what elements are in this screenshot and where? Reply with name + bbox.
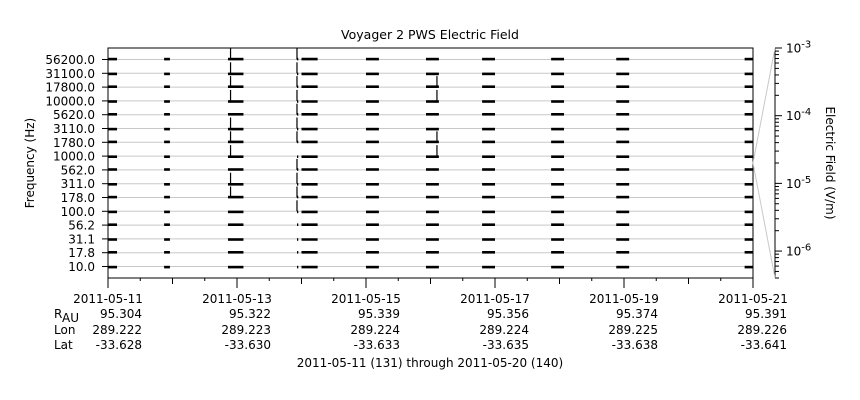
ephemeris-value: -33.633 (354, 338, 400, 352)
y-tick-label: 17.8 (68, 246, 95, 260)
x-tick-label: 2011-05-21 (718, 292, 788, 306)
y-axis-label: Frequency (Hz) (23, 118, 37, 209)
ephemeris-value: -33.630 (225, 338, 271, 352)
y-tick-label: 100.0 (61, 205, 95, 219)
y-tick-label: 562.0 (61, 163, 95, 177)
y-tick-label: 17800.0 (45, 81, 95, 95)
ephemeris-value: 95.356 (487, 307, 529, 321)
ephemeris-row-label: R (54, 307, 62, 321)
ephemeris-value: 289.226 (737, 323, 787, 337)
colorbar-tick-label: 10-6 (786, 243, 811, 259)
ephemeris-value: 95.374 (616, 307, 658, 321)
ephemeris-value: -33.635 (483, 338, 529, 352)
chart-title: Voyager 2 PWS Electric Field (341, 27, 519, 42)
y-tick-label: 178.0 (61, 191, 95, 205)
ephemeris-value: 95.339 (358, 307, 400, 321)
colorbar-tick-label: 10-4 (786, 107, 811, 123)
y-tick-label: 1000.0 (53, 150, 95, 164)
colorbar-tick-label: 10-5 (786, 175, 811, 191)
y-tick-label: 5620.0 (53, 108, 95, 122)
colorbar-axis: 10-3 10-4 10-5 10-6 (752, 40, 811, 279)
y-tick-label: 10000.0 (45, 94, 95, 108)
x-axis: 2011-05-11 2011-05-13 2011-05-15 2011-05-17… (73, 278, 788, 306)
colorbar-label: Electric Field (V/m) (823, 106, 837, 219)
x-tick-label: 2011-05-15 (331, 292, 401, 306)
x-tick-label: 2011-05-19 (589, 292, 659, 306)
ephemeris-row-label-sub: AU (62, 311, 79, 325)
y-tick-label: 31.1 (68, 232, 95, 246)
ephemeris-value: 289.222 (92, 323, 142, 337)
y-tick-labels: 56200.031100.017800.010000.05620.03110.0… (45, 53, 108, 274)
ephemeris-row-label: Lon (54, 323, 75, 337)
plot-frame (107, 47, 754, 279)
ephemeris-value: 289.224 (479, 323, 529, 337)
ephemeris-table: R AU 95.304 95.322 95.339 95.356 95.374 95.391 L… (54, 307, 787, 352)
y-tick-label: 1780.0 (53, 136, 95, 150)
ephemeris-row-label: Lat (54, 338, 73, 352)
y-tick-label: 56.2 (68, 219, 95, 233)
ephemeris-value: 289.223 (221, 323, 271, 337)
x-tick-label: 2011-05-13 (202, 292, 272, 306)
ephemeris-value: 95.391 (745, 307, 787, 321)
x-tick-label: 2011-05-11 (73, 292, 143, 306)
y-tick-label: 3110.0 (53, 122, 95, 136)
ephemeris-value: 95.304 (100, 307, 142, 321)
colorbar-connector (752, 162, 776, 279)
y-tick-label: 10.0 (68, 260, 95, 274)
y-tick-label: 56200.0 (45, 53, 95, 67)
ephemeris-value: -33.628 (96, 338, 142, 352)
ephemeris-value: -33.641 (741, 338, 787, 352)
channel-baselines (108, 59, 753, 267)
ephemeris-value: 95.322 (229, 307, 271, 321)
ephemeris-value: 289.224 (350, 323, 400, 337)
y-tick-label: 31100.0 (45, 67, 95, 81)
ephemeris-value: -33.638 (612, 338, 658, 352)
data-traces (108, 48, 753, 269)
date-range-footer: 2011-05-11 (131) through 2011-05-20 (140… (297, 356, 563, 370)
ephemeris-value: 289.225 (608, 323, 658, 337)
colorbar-tick-label: 10-3 (786, 40, 811, 56)
x-tick-label: 2011-05-17 (460, 292, 530, 306)
y-tick-label: 311.0 (61, 177, 95, 191)
colorbar-connector (752, 47, 776, 164)
